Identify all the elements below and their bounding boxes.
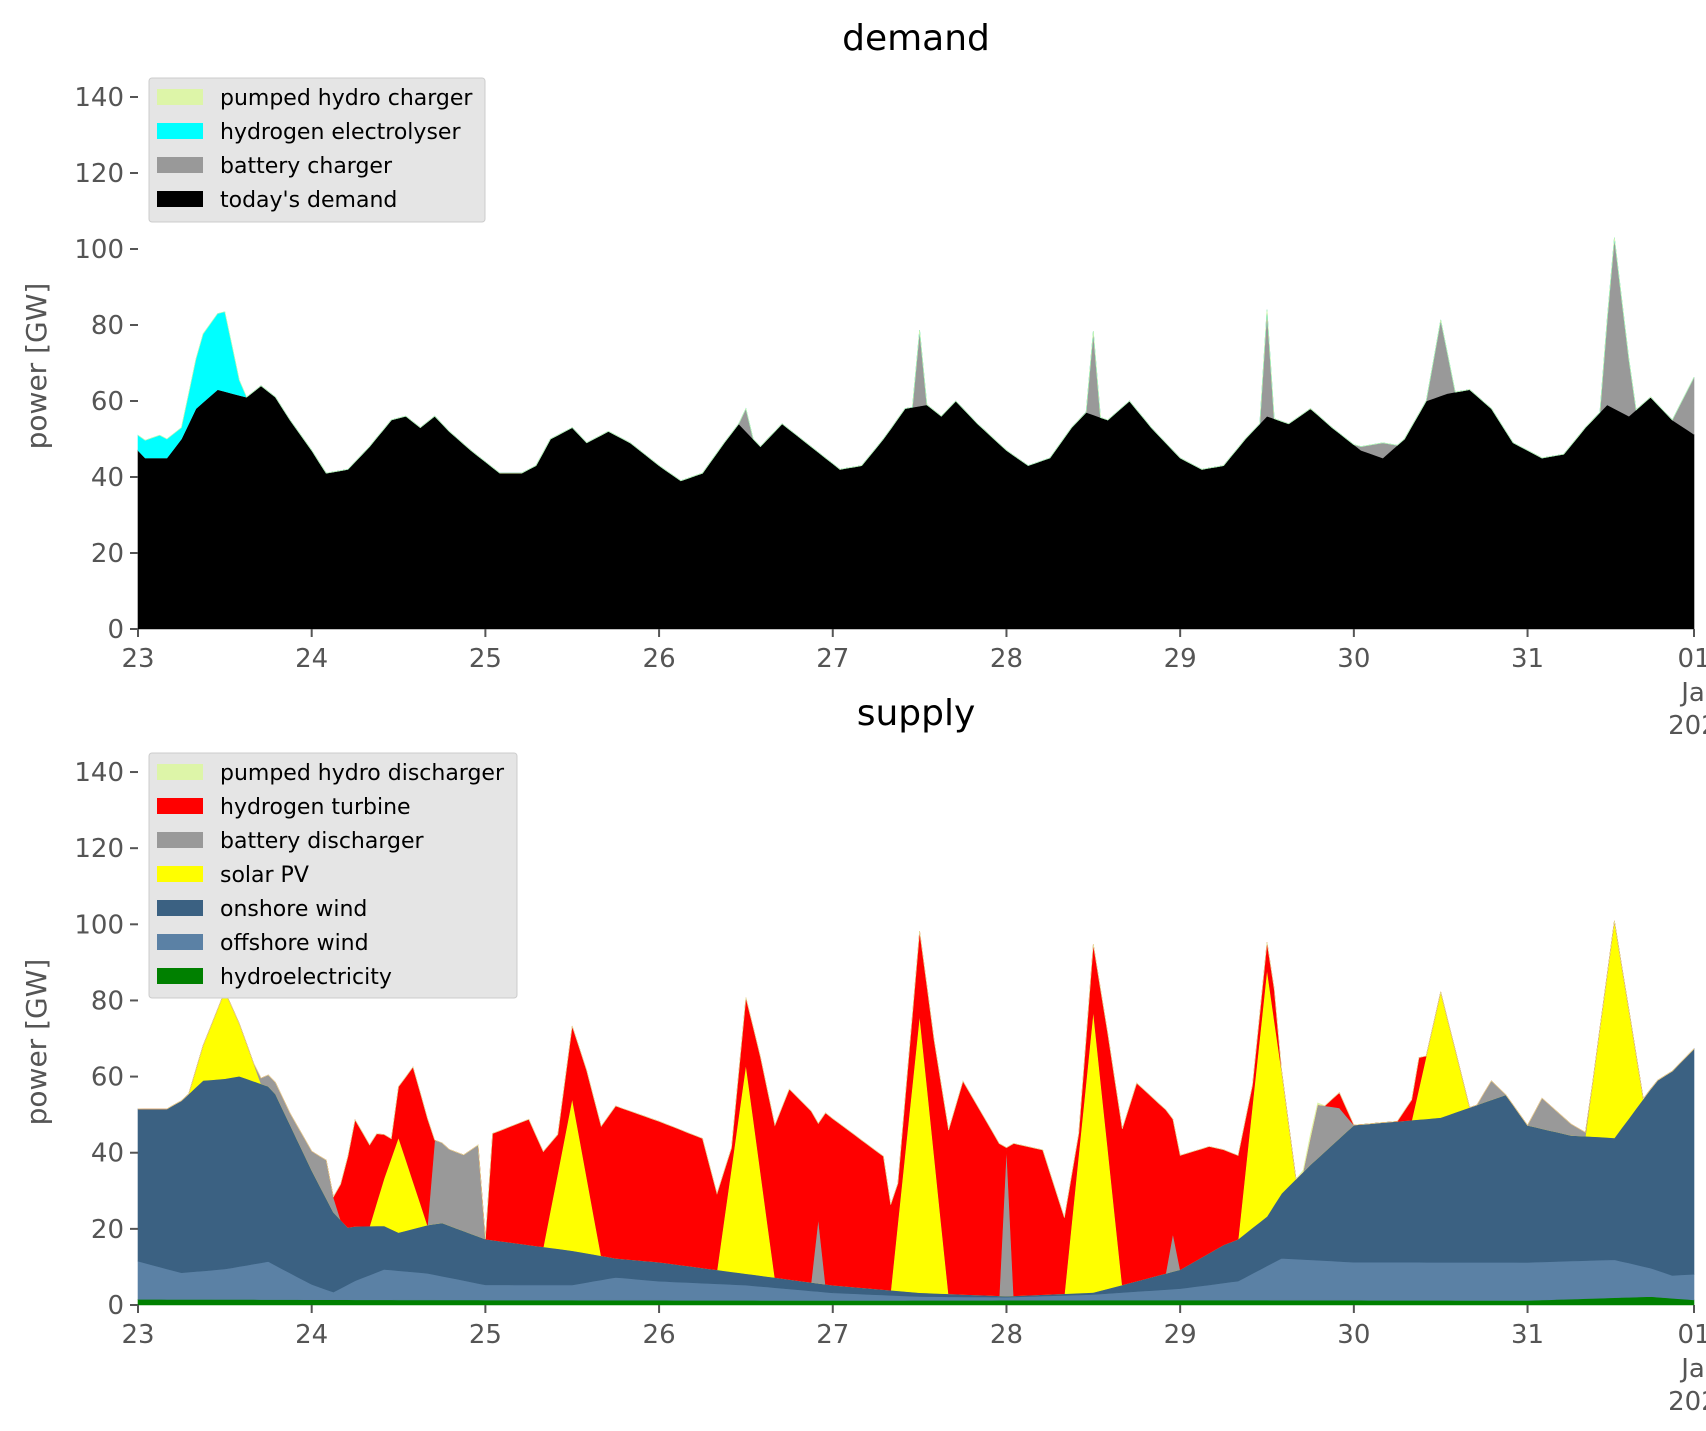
legend-label-offshore-wind: offshore wind <box>220 931 369 956</box>
y-tick-label: 120 <box>74 159 124 189</box>
y-tick-label: 140 <box>74 83 124 113</box>
legend-label-battery-charger: battery charger <box>220 154 393 179</box>
y-tick-label: 80 <box>91 311 124 341</box>
legend-swatch-pumped-hydro-discharger <box>157 764 203 780</box>
x-tick-year-label: Jan <box>1679 1354 1706 1384</box>
x-tick-label: 01 <box>1677 644 1706 674</box>
y-axis-label-supply: power [GW] <box>20 959 53 1126</box>
x-tick-label: 31 <box>1511 644 1544 674</box>
legend-swatch-solar-pv <box>157 866 203 882</box>
legend-swatch-battery-discharger <box>157 832 203 848</box>
y-tick-label: 80 <box>91 986 124 1016</box>
x-tick-label: 26 <box>643 1320 676 1350</box>
y-tick-label: 20 <box>91 1215 124 1245</box>
area-pumped-hydro-discharger <box>137 920 1695 1240</box>
legend-supply: pumped hydro discharger hydrogen turbine… <box>148 752 518 999</box>
x-tick-label: 25 <box>469 1320 502 1350</box>
x-tick-year-label: 2025 <box>1668 711 1706 741</box>
x-tick-year-label: 2025 <box>1668 1387 1706 1417</box>
legend-swatch-todays-demand <box>157 191 203 207</box>
legend-label-pumped-hydro-discharger: pumped hydro discharger <box>220 761 505 786</box>
x-tick-label: 23 <box>121 644 154 674</box>
legend-swatch-hydrogen-electrolyser <box>157 123 203 139</box>
y-tick-label: 60 <box>91 1063 124 1093</box>
x-tick-label: 30 <box>1337 1320 1370 1350</box>
legend-label-hydrogen-electrolyser: hydrogen electrolyser <box>220 120 461 145</box>
y-tick-label: 0 <box>107 615 124 645</box>
legend-label-solar-pv: solar PV <box>220 863 309 888</box>
legend-swatch-offshore-wind <box>157 934 203 950</box>
legend-label-todays-demand: today's demand <box>220 188 397 213</box>
x-tick-label: 27 <box>816 1320 849 1350</box>
chart-title-supply: supply <box>857 693 976 734</box>
x-tick-label: 27 <box>816 644 849 674</box>
legend-label-battery-discharger: battery discharger <box>220 829 425 854</box>
y-tick-label: 20 <box>91 539 124 569</box>
axis-layer-supply: 0 20 40 60 80 100 120 140 23 24 25 26 27 28 29 30 31 01 Ja… <box>74 758 1706 1417</box>
y-tick-label: 40 <box>91 1139 124 1169</box>
x-tick-label: 24 <box>295 1320 328 1350</box>
y-tick-label: 100 <box>74 235 124 265</box>
area-pumped-hydro-charger <box>137 237 1695 482</box>
y-tick-label: 140 <box>74 758 124 788</box>
axis-layer-demand: 0 20 40 60 80 100 120 140 23 24 25 26 27 28 29 30 31 01 Ja… <box>74 83 1706 741</box>
legend-swatch-battery-charger <box>157 157 203 173</box>
x-tick-label: 28 <box>990 1320 1023 1350</box>
legend-box-supply <box>148 752 518 999</box>
x-tick-label: 28 <box>990 644 1023 674</box>
y-tick-label: 40 <box>91 463 124 493</box>
legend-label-onshore-wind: onshore wind <box>220 897 367 922</box>
x-tick-year-label: Jan <box>1679 678 1706 708</box>
legend-demand: pumped hydro charger hydrogen electrolys… <box>148 77 486 223</box>
y-axis-label-demand: power [GW] <box>20 283 53 450</box>
legend-swatch-pumped-hydro-charger <box>157 89 203 105</box>
legend-swatch-onshore-wind <box>157 900 203 916</box>
x-tick-label: 30 <box>1337 644 1370 674</box>
chart-title-demand: demand <box>842 18 990 59</box>
x-tick-label: 24 <box>295 644 328 674</box>
legend-label-hydroelectricity: hydroelectricity <box>220 965 392 990</box>
x-tick-label: 25 <box>469 644 502 674</box>
legend-swatch-hydrogen-turbine <box>157 798 203 814</box>
supply-panel: supply power [GW] 0 20 40 60 80 100 120 140 23 24… <box>20 693 1706 1417</box>
x-tick-label: 26 <box>643 644 676 674</box>
x-tick-label: 23 <box>121 1320 154 1350</box>
x-tick-label: 29 <box>1164 1320 1197 1350</box>
legend-label-pumped-hydro-charger: pumped hydro charger <box>220 86 473 111</box>
series-layer-supply <box>137 920 1695 1306</box>
y-tick-label: 0 <box>107 1291 124 1321</box>
y-tick-label: 60 <box>91 387 124 417</box>
demand-panel: demand power [GW] 0 20 40 60 80 100 120 140 23 24… <box>20 18 1706 741</box>
series-layer-demand <box>137 237 1695 630</box>
y-tick-label: 120 <box>74 834 124 864</box>
legend-box-demand <box>148 77 486 223</box>
x-tick-label: 29 <box>1164 644 1197 674</box>
y-tick-label: 100 <box>74 910 124 940</box>
x-tick-label: 31 <box>1511 1320 1544 1350</box>
legend-label-hydrogen-turbine: hydrogen turbine <box>220 795 411 820</box>
legend-swatch-hydroelectricity <box>157 968 203 984</box>
x-tick-label: 01 <box>1677 1320 1706 1350</box>
